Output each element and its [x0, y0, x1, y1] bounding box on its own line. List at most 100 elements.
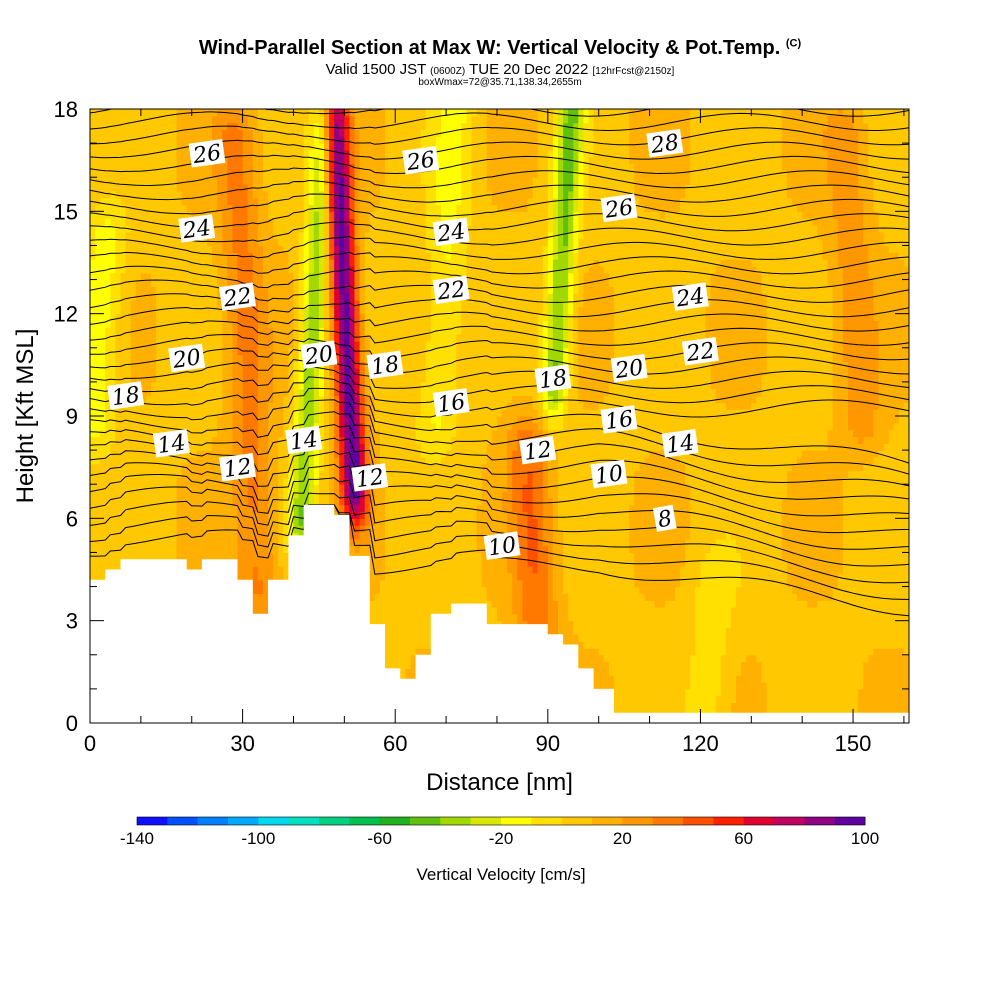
velocity-cell — [313, 163, 320, 171]
velocity-cell — [201, 491, 208, 499]
velocity-cell — [196, 497, 203, 506]
velocity-cell — [268, 361, 274, 369]
velocity-cell — [273, 286, 279, 294]
velocity-cell — [257, 293, 264, 301]
velocity-cell — [212, 218, 218, 226]
velocity-cell — [130, 429, 137, 438]
velocity-cell — [181, 504, 188, 513]
velocity-cell — [252, 115, 259, 124]
velocity-cell — [257, 170, 264, 178]
velocity-cell — [278, 204, 284, 212]
valid-utc: (0600Z) — [430, 66, 466, 77]
velocity-cell — [308, 245, 315, 253]
velocity-cell — [268, 122, 274, 131]
velocity-cell — [293, 497, 300, 506]
velocity-cell — [222, 320, 228, 328]
velocity-cell — [298, 272, 305, 281]
velocity-cell — [242, 136, 249, 144]
velocity-cell — [151, 184, 157, 192]
velocity-cell — [125, 477, 132, 485]
velocity-cell — [161, 456, 167, 465]
velocity-cell — [135, 184, 142, 192]
velocity-cell — [252, 381, 259, 390]
velocity-cell — [303, 422, 310, 431]
velocity-cell — [329, 361, 335, 369]
velocity-cell — [288, 115, 295, 124]
velocity-cell — [359, 368, 366, 376]
velocity-cell — [201, 122, 208, 131]
velocity-cell — [359, 354, 366, 363]
velocity-cell — [140, 109, 147, 110]
velocity-cell — [115, 327, 122, 335]
velocity-cell — [242, 340, 249, 349]
velocity-cell — [207, 361, 213, 369]
velocity-cell — [201, 259, 208, 267]
velocity-cell — [324, 279, 330, 287]
velocity-cell — [125, 450, 132, 458]
velocity-cell — [115, 559, 122, 567]
velocity-cell — [130, 170, 137, 178]
velocity-cell — [105, 484, 111, 492]
velocity-cell — [125, 463, 132, 472]
velocity-cell — [334, 136, 340, 144]
velocity-cell — [110, 416, 117, 424]
velocity-cell — [278, 177, 284, 185]
velocity-cell — [298, 491, 305, 499]
velocity-cell — [156, 109, 162, 117]
velocity-cell — [217, 204, 223, 212]
velocity-cell — [344, 443, 351, 451]
velocity-cell — [232, 156, 239, 165]
velocity-cell — [318, 484, 325, 492]
velocity-cell — [268, 566, 274, 574]
velocity-cell — [145, 443, 152, 451]
velocity-cell — [145, 538, 152, 547]
velocity-cell — [145, 184, 152, 192]
velocity-cell — [156, 552, 162, 560]
velocity-cell — [212, 504, 218, 513]
velocity-cell — [268, 170, 274, 178]
velocity-cell — [308, 184, 315, 192]
velocity-cell — [324, 388, 330, 397]
velocity-cell — [262, 368, 269, 376]
velocity-cell — [151, 300, 157, 308]
velocity-cell — [324, 259, 330, 267]
velocity-cell — [359, 511, 366, 519]
velocity-cell — [334, 293, 340, 301]
velocity-cell — [115, 109, 122, 110]
velocity-cell — [90, 306, 96, 315]
velocity-cell — [100, 252, 106, 260]
velocity-cell — [176, 463, 183, 472]
velocity-cell — [161, 327, 167, 335]
velocity-cell — [145, 265, 152, 274]
velocity-cell — [247, 402, 254, 410]
velocity-cell — [252, 566, 259, 574]
velocity-cell — [324, 231, 330, 240]
velocity-cell — [176, 456, 183, 465]
velocity-cell — [151, 177, 157, 185]
velocity-cell — [90, 334, 96, 342]
velocity-cell — [227, 477, 234, 485]
velocity-cell — [90, 170, 96, 178]
velocity-cell — [110, 497, 117, 506]
velocity-cell — [318, 129, 325, 137]
velocity-cell — [90, 463, 96, 472]
velocity-cell — [140, 136, 147, 144]
velocity-cell — [349, 170, 356, 178]
velocity-cell — [339, 136, 345, 144]
velocity-cell — [273, 163, 279, 171]
velocity-cell — [359, 313, 366, 322]
velocity-cell — [181, 456, 188, 465]
velocity-cell — [181, 538, 188, 547]
velocity-cell — [257, 375, 264, 383]
velocity-cell — [364, 545, 371, 554]
velocity-cell — [339, 320, 345, 328]
velocity-cell — [212, 320, 218, 328]
velocity-cell — [237, 381, 244, 390]
velocity-cell — [273, 272, 279, 281]
velocity-cell — [359, 136, 366, 144]
velocity-cell — [120, 531, 127, 540]
velocity-cell — [181, 450, 188, 458]
velocity-cell — [364, 497, 371, 506]
velocity-cell — [145, 531, 152, 540]
velocity-cell — [283, 143, 289, 151]
